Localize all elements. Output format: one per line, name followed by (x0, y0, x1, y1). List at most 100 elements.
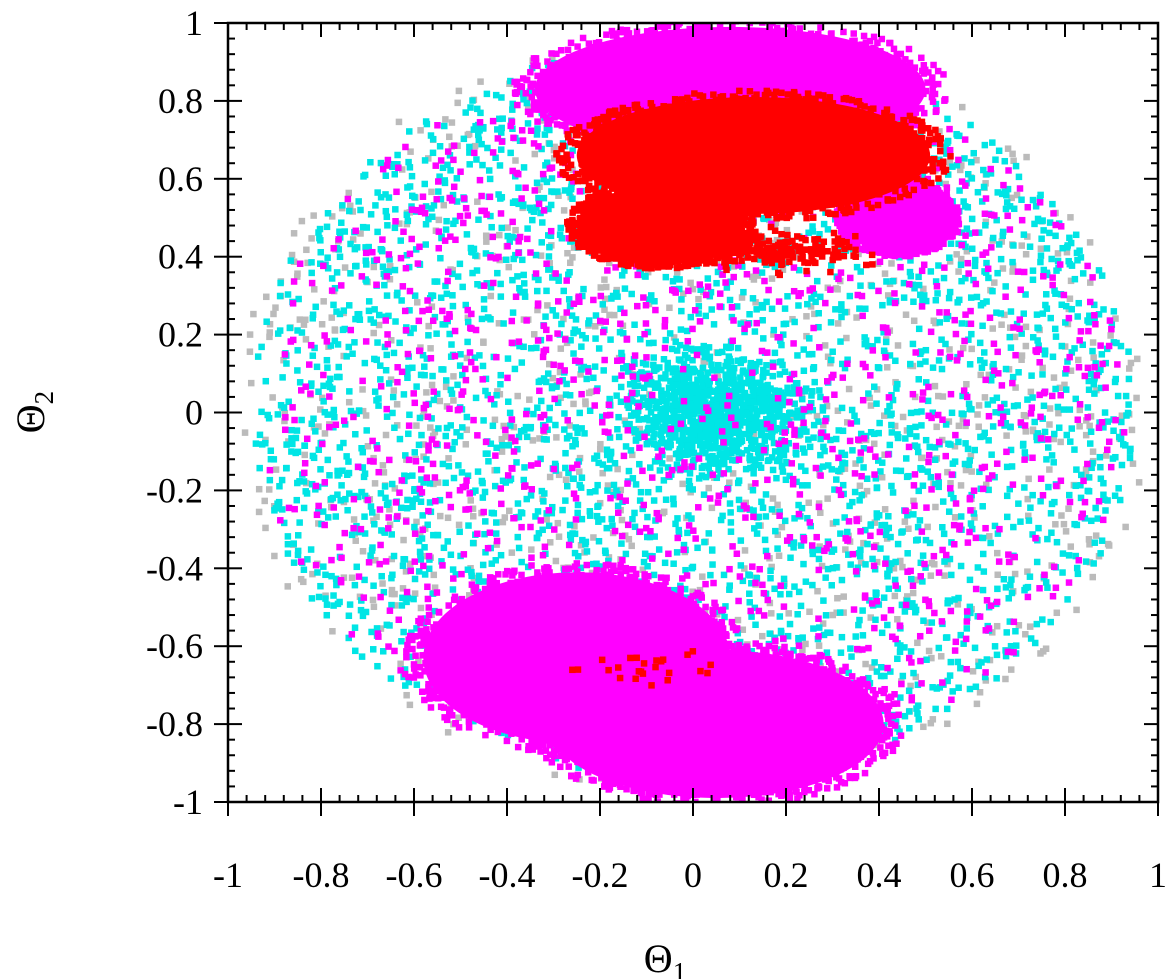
data-point (1091, 375, 1098, 383)
data-point (379, 580, 386, 587)
data-point (869, 343, 876, 350)
data-point (684, 442, 692, 450)
data-point (334, 491, 341, 498)
data-point (278, 476, 286, 484)
data-point (1079, 341, 1086, 349)
data-point (498, 435, 506, 443)
data-point (277, 401, 285, 409)
data-point (1010, 205, 1018, 213)
data-point (336, 444, 344, 451)
data-point (345, 612, 353, 619)
data-point (919, 297, 926, 305)
data-point (1100, 424, 1107, 431)
data-point (498, 448, 506, 455)
data-point (929, 364, 937, 371)
data-point (543, 178, 551, 186)
data-point (595, 345, 603, 352)
data-point (782, 259, 790, 267)
data-point (487, 292, 495, 300)
data-point (447, 386, 455, 394)
data-point (1092, 360, 1099, 367)
data-point (726, 500, 734, 507)
data-point (774, 501, 781, 509)
data-point (315, 593, 323, 601)
data-point (308, 235, 315, 242)
data-point (778, 463, 786, 470)
data-point (569, 147, 576, 154)
data-point (297, 575, 305, 583)
data-point (345, 343, 353, 351)
data-point (748, 613, 755, 620)
data-point (676, 447, 683, 455)
data-point (762, 432, 770, 440)
data-point (1125, 375, 1133, 383)
data-point (1022, 428, 1030, 435)
data-point (482, 387, 489, 395)
data-point (862, 660, 869, 668)
data-point (651, 430, 658, 437)
data-point (915, 716, 922, 723)
data-point (625, 535, 633, 543)
data-point (1036, 195, 1044, 202)
data-point (721, 613, 728, 621)
data-point (907, 272, 915, 280)
data-point (315, 446, 323, 454)
data-point (1052, 385, 1059, 393)
data-point (820, 631, 828, 639)
data-point (961, 460, 969, 468)
data-point (865, 390, 872, 397)
data-point (740, 288, 747, 296)
data-point (987, 539, 994, 547)
data-point (386, 506, 393, 513)
data-point (397, 504, 405, 512)
data-point (563, 380, 570, 388)
data-point (784, 384, 791, 392)
data-point (246, 331, 254, 338)
data-point (669, 278, 677, 285)
data-point (613, 289, 620, 297)
data-point (479, 362, 487, 370)
data-point (827, 356, 835, 364)
data-point (821, 447, 828, 455)
data-point (858, 491, 865, 499)
data-point (993, 622, 1001, 630)
data-point (275, 498, 283, 506)
data-point (969, 668, 977, 675)
data-point (980, 433, 988, 440)
data-point (683, 327, 691, 335)
data-point (656, 364, 663, 371)
data-point (478, 315, 486, 323)
data-point (1086, 239, 1094, 246)
data-point (884, 292, 892, 299)
data-point (1054, 403, 1062, 411)
data-point (790, 544, 797, 551)
data-point (382, 366, 390, 374)
data-point (666, 437, 674, 445)
data-point (566, 392, 574, 399)
data-point (423, 456, 430, 463)
data-point (961, 155, 968, 162)
data-point (272, 505, 280, 512)
data-point (752, 621, 759, 629)
data-point (780, 331, 787, 338)
data-point (907, 575, 915, 583)
data-point (976, 468, 983, 476)
data-point (304, 259, 311, 267)
data-point (336, 373, 343, 381)
data-point (318, 394, 326, 402)
data-point (968, 245, 976, 252)
data-point (464, 318, 472, 326)
data-point (1068, 349, 1076, 356)
data-point (398, 166, 406, 173)
data-point (1089, 347, 1096, 355)
data-point (252, 440, 260, 447)
data-point (851, 412, 858, 420)
data-point (592, 335, 599, 342)
data-point (331, 337, 339, 345)
data-point (757, 256, 764, 263)
data-point (803, 428, 810, 435)
data-point (993, 651, 1001, 659)
data-point (982, 222, 989, 229)
data-point (455, 462, 462, 469)
data-point (345, 189, 352, 197)
